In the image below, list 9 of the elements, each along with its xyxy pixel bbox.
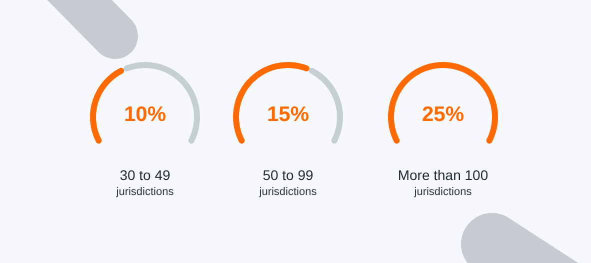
data-label: 10% <box>124 103 166 126</box>
text: jurisdictions <box>116 186 174 198</box>
text: jurisdictions <box>414 186 472 198</box>
category-label: 30 to 49 <box>120 167 171 183</box>
data-label: 15% <box>266 103 310 126</box>
category-label: 50 to 99 <box>262 167 314 183</box>
category-label: More than 100 <box>398 167 488 183</box>
text: jurisdictions <box>259 186 317 198</box>
data-label: 25% <box>422 103 464 126</box>
